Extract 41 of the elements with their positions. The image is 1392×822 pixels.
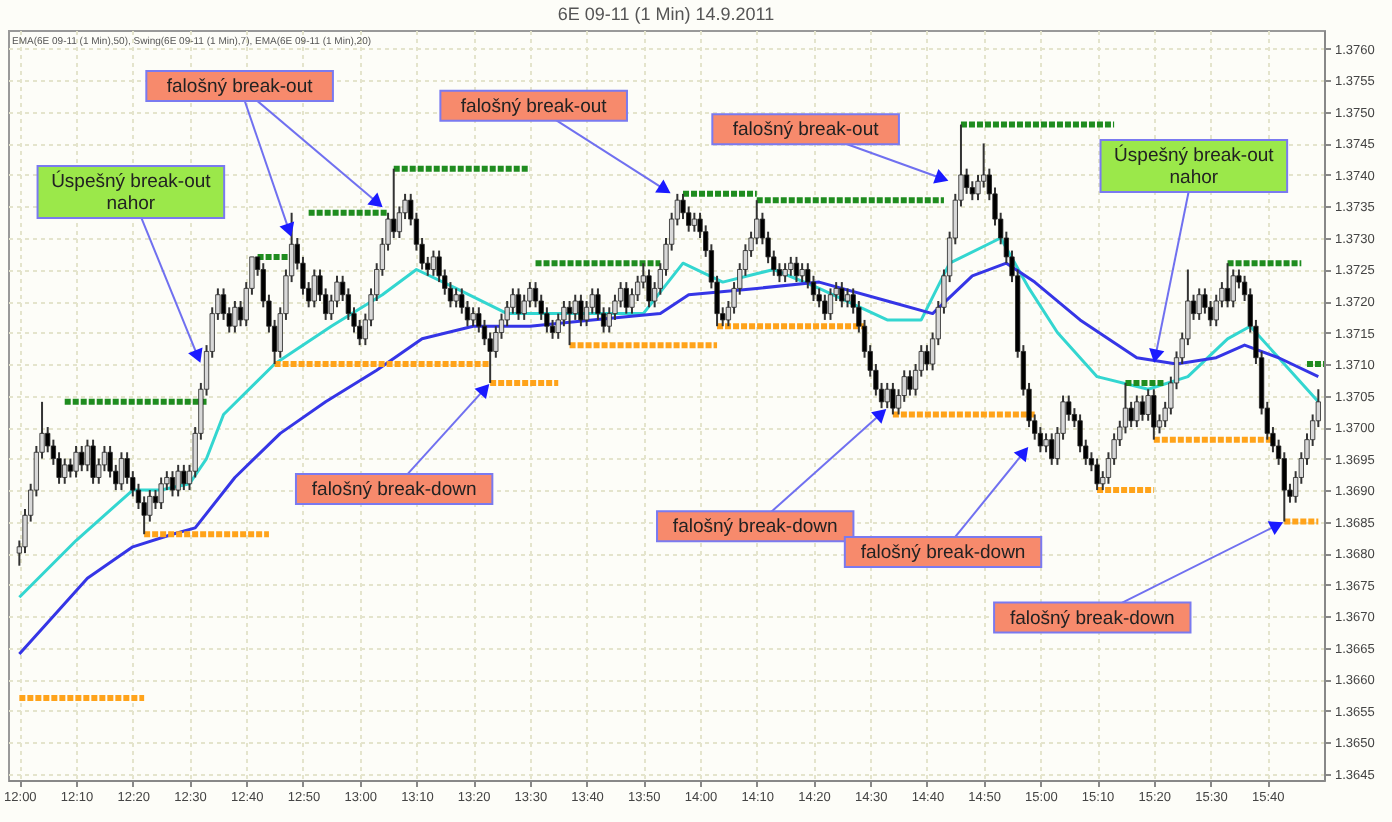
candlestick xyxy=(1145,388,1151,422)
candlestick xyxy=(391,167,397,239)
candlestick xyxy=(822,293,828,321)
annotation: Úspešný break-out nahor xyxy=(51,169,212,216)
annotation: falošný break-down xyxy=(311,478,477,501)
candlestick xyxy=(884,381,890,410)
chart-title: 6E 09-11 (1 Min) 14.9.2011 xyxy=(557,4,775,24)
candlestick xyxy=(169,470,176,498)
candlestick xyxy=(1139,394,1146,422)
candlestick xyxy=(1224,262,1231,309)
candlestick xyxy=(890,381,896,416)
candlestick xyxy=(1128,400,1134,429)
candlestick xyxy=(79,444,85,473)
annotation: falošný break-out xyxy=(166,75,314,98)
candlestick xyxy=(67,457,73,479)
candlestick xyxy=(799,262,805,284)
candlestick xyxy=(1196,287,1202,321)
candlestick xyxy=(1094,457,1100,492)
annotation: falošný break-out xyxy=(460,95,608,118)
annotation: falošný break-down xyxy=(672,516,838,539)
line-series xyxy=(17,261,1320,656)
candlestick xyxy=(515,287,522,321)
candlestick xyxy=(691,211,697,233)
candlestick xyxy=(181,463,187,492)
annotation: falošný break-down xyxy=(860,541,1026,564)
annotation: falošný break-out xyxy=(732,119,880,142)
candlestick xyxy=(84,438,91,473)
candlestick xyxy=(839,281,845,309)
candlestick xyxy=(793,255,800,284)
annotation: falošný break-down xyxy=(1009,607,1175,630)
annotation: Úspešný break-out nahor xyxy=(1114,143,1275,190)
candlestick xyxy=(1151,388,1157,441)
candlestick xyxy=(566,300,573,347)
candlestick xyxy=(964,167,970,195)
candlestick xyxy=(1049,432,1055,466)
candlestick xyxy=(924,344,930,372)
candlestick xyxy=(578,293,584,328)
candlestick xyxy=(907,369,913,397)
candlestick xyxy=(646,268,652,309)
candlestick xyxy=(90,438,96,485)
candlestick xyxy=(623,281,629,315)
